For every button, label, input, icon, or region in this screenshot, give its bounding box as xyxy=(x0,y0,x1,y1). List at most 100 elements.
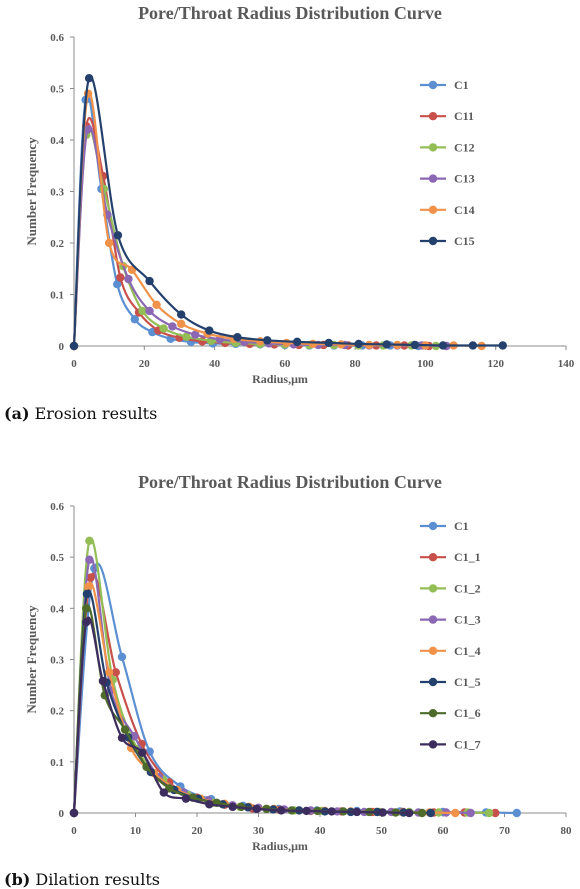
data-point xyxy=(138,748,147,757)
data-point xyxy=(491,808,500,818)
data-point xyxy=(138,306,147,316)
x-tick-label: 20 xyxy=(192,825,204,837)
legend-label: C1_4 xyxy=(454,644,481,658)
y-tick-label: 0.6 xyxy=(50,32,64,44)
legend-label: C1_2 xyxy=(454,581,481,595)
legend-label: C1 xyxy=(454,78,469,92)
data-point xyxy=(277,806,286,815)
legend-marker xyxy=(428,677,438,687)
series-line xyxy=(72,556,471,815)
data-point xyxy=(104,668,114,677)
legend-label: C1_7 xyxy=(454,737,481,751)
data-point xyxy=(256,337,265,346)
legend-marker xyxy=(428,112,438,121)
data-point xyxy=(82,604,91,613)
series-C1 xyxy=(69,94,423,351)
legend-item-C1: C1 xyxy=(420,78,469,92)
data-point xyxy=(69,341,79,351)
chart-title: Pore/Throat Radius Distribution Curve xyxy=(138,3,442,23)
series-line xyxy=(72,75,503,347)
data-point xyxy=(116,273,125,282)
legend-marker xyxy=(428,584,438,593)
series-C1_6 xyxy=(69,604,427,818)
series-line xyxy=(72,537,490,815)
data-point xyxy=(69,808,79,818)
series-C15 xyxy=(69,74,507,351)
data-point xyxy=(85,536,94,545)
x-tick-label: 60 xyxy=(279,358,291,370)
legend-marker xyxy=(428,80,438,90)
x-axis-label: Radius,μm xyxy=(252,839,308,853)
data-point xyxy=(176,319,186,329)
data-point xyxy=(168,322,177,331)
legend-item-C1_6: C1_6 xyxy=(420,706,481,720)
data-point xyxy=(282,338,291,348)
data-point xyxy=(182,332,191,341)
data-point xyxy=(451,808,460,818)
data-point xyxy=(85,555,94,564)
caption-b-text: Dilation results xyxy=(30,870,160,889)
data-point xyxy=(426,808,435,818)
x-tick-label: 70 xyxy=(499,825,511,837)
legend-label: C1_5 xyxy=(454,675,481,689)
data-point xyxy=(228,802,237,812)
x-tick-label: 40 xyxy=(315,825,327,837)
x-tick-label: 60 xyxy=(438,825,450,837)
data-point xyxy=(468,341,478,350)
legend-marker xyxy=(428,521,438,531)
series-line xyxy=(72,127,436,348)
data-point xyxy=(308,339,318,349)
legend-item-C1_2: C1_2 xyxy=(420,581,481,595)
data-point xyxy=(327,807,336,816)
y-tick-label: 0.3 xyxy=(50,655,64,667)
data-point xyxy=(159,788,168,797)
data-point xyxy=(145,306,154,316)
series-C12 xyxy=(69,127,441,351)
legend-marker xyxy=(428,740,438,749)
data-point xyxy=(205,326,214,335)
legend-item-C1: C1 xyxy=(420,519,469,533)
x-tick-label: 80 xyxy=(561,825,573,837)
data-point xyxy=(83,582,93,592)
data-point xyxy=(252,804,261,814)
legend-label: C12 xyxy=(454,140,475,154)
series-C1_5 xyxy=(69,589,435,818)
data-point xyxy=(84,74,94,83)
data-point xyxy=(152,300,161,309)
series-C1 xyxy=(69,562,521,818)
caption-a-text: Erosion results xyxy=(29,404,158,423)
legend-marker xyxy=(428,236,438,246)
data-point xyxy=(82,617,91,627)
legend-label: C14 xyxy=(454,203,475,217)
series-line xyxy=(72,581,456,815)
data-point xyxy=(292,337,302,347)
data-point xyxy=(324,338,333,348)
y-axis-label: Number Frequency xyxy=(24,137,39,246)
legend-label: C11 xyxy=(454,109,474,123)
data-point xyxy=(98,676,108,686)
chart-title: Pore/Throat Radius Distribution Curve xyxy=(138,472,442,492)
series-C13 xyxy=(69,125,451,351)
data-point xyxy=(104,238,114,248)
legend-item-C15: C15 xyxy=(420,234,475,248)
x-tick-label: 50 xyxy=(376,825,388,837)
x-tick-label: 140 xyxy=(558,358,575,370)
legend-marker xyxy=(428,709,438,718)
data-point xyxy=(382,340,391,349)
data-point xyxy=(484,808,494,818)
legend-label: C1_3 xyxy=(454,613,481,627)
y-tick-label: 0 xyxy=(59,808,65,820)
legend-item-C11: C11 xyxy=(420,109,474,123)
legend-item-C1_4: C1_4 xyxy=(420,644,481,658)
x-tick-label: 80 xyxy=(350,358,362,370)
data-point xyxy=(86,573,95,582)
data-point xyxy=(354,339,363,349)
x-tick-label: 0 xyxy=(71,825,77,837)
data-point xyxy=(498,341,507,350)
data-point xyxy=(181,794,191,803)
data-point xyxy=(113,280,122,289)
legend-item-C1_5: C1_5 xyxy=(420,675,481,689)
chart-panel-1: Pore/Throat Radius Distribution Curve 0 0.… xyxy=(24,3,575,386)
series-C1_1 xyxy=(69,573,500,818)
x-tick-label: 40 xyxy=(209,358,221,370)
